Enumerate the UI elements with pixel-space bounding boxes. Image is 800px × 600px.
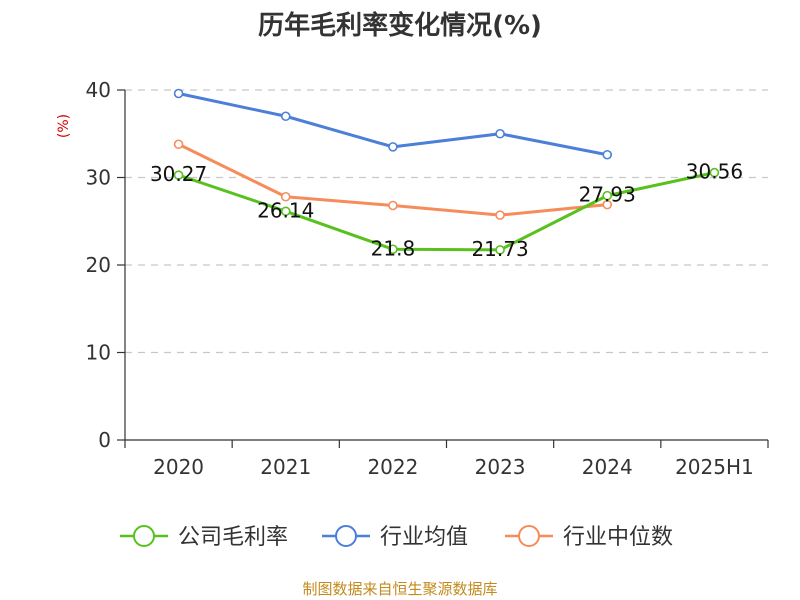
series-line (177, 171, 716, 252)
data-point (709, 167, 720, 178)
chart-title: 历年毛利率变化情况(%) (258, 10, 542, 41)
legend-item-0[interactable]: 公司毛利率 (120, 525, 288, 550)
y-tick-label: 10 (86, 341, 111, 365)
legend-item-2[interactable]: 行业中位数 (505, 525, 673, 550)
axes: 0 10 20 30 40 2020 2021 2022 2023 2024 2025H1 (86, 78, 769, 479)
y-tick-label: 20 (86, 253, 111, 277)
data-point (388, 244, 398, 255)
data-point (173, 170, 184, 180)
series-lines (173, 88, 720, 255)
gridlines (125, 89, 768, 354)
data-point (280, 191, 291, 202)
data-label: 21.73 (471, 237, 528, 261)
legend-label: 公司毛利率 (178, 525, 288, 550)
data-label: 27.93 (579, 183, 636, 207)
x-tick-label: 2024 (582, 455, 633, 479)
series-1 (173, 88, 613, 160)
x-tick-label: 2021 (260, 455, 311, 479)
y-tick-label: 40 (86, 78, 111, 102)
x-tick-label: 2022 (367, 455, 418, 479)
y-axis-unit-label: (%) (56, 114, 72, 138)
series-2 (173, 139, 613, 220)
x-tick-label: 2023 (475, 455, 526, 479)
legend-item-1[interactable]: 行业均值 (322, 525, 468, 550)
data-point (173, 88, 184, 99)
data-point (280, 206, 291, 217)
series-0 (173, 167, 720, 255)
y-tick-label: 0 (98, 428, 111, 452)
x-tick-label: 2020 (153, 455, 204, 479)
data-label: 30.27 (150, 162, 207, 186)
data-point (495, 245, 505, 255)
x-tick-label: 2025H1 (675, 455, 754, 479)
y-tick-label: 30 (86, 166, 111, 190)
data-point (495, 128, 505, 139)
data-point (602, 190, 613, 201)
data-label: 26.14 (257, 198, 314, 222)
data-label: 21.8 (371, 236, 416, 260)
data-label: 30.56 (686, 160, 743, 184)
source-note: 制图数据来自恒生聚源数据库 (302, 580, 497, 598)
data-point (602, 199, 613, 210)
legend-marker (133, 525, 155, 547)
data-point (280, 111, 291, 122)
legend[interactable]: 公司毛利率 行业均值 行业中位数 (120, 525, 673, 550)
data-point (388, 200, 398, 211)
legend-label: 行业均值 (380, 525, 468, 550)
data-point (173, 139, 184, 150)
data-point (388, 142, 398, 152)
data-labels: 30.27 26.14 21.8 21.73 27.93 30.56 (150, 160, 743, 261)
data-point (602, 149, 613, 160)
legend-marker (335, 525, 357, 547)
legend-label: 行业中位数 (563, 525, 673, 550)
legend-marker (518, 525, 540, 547)
data-point (495, 210, 505, 220)
